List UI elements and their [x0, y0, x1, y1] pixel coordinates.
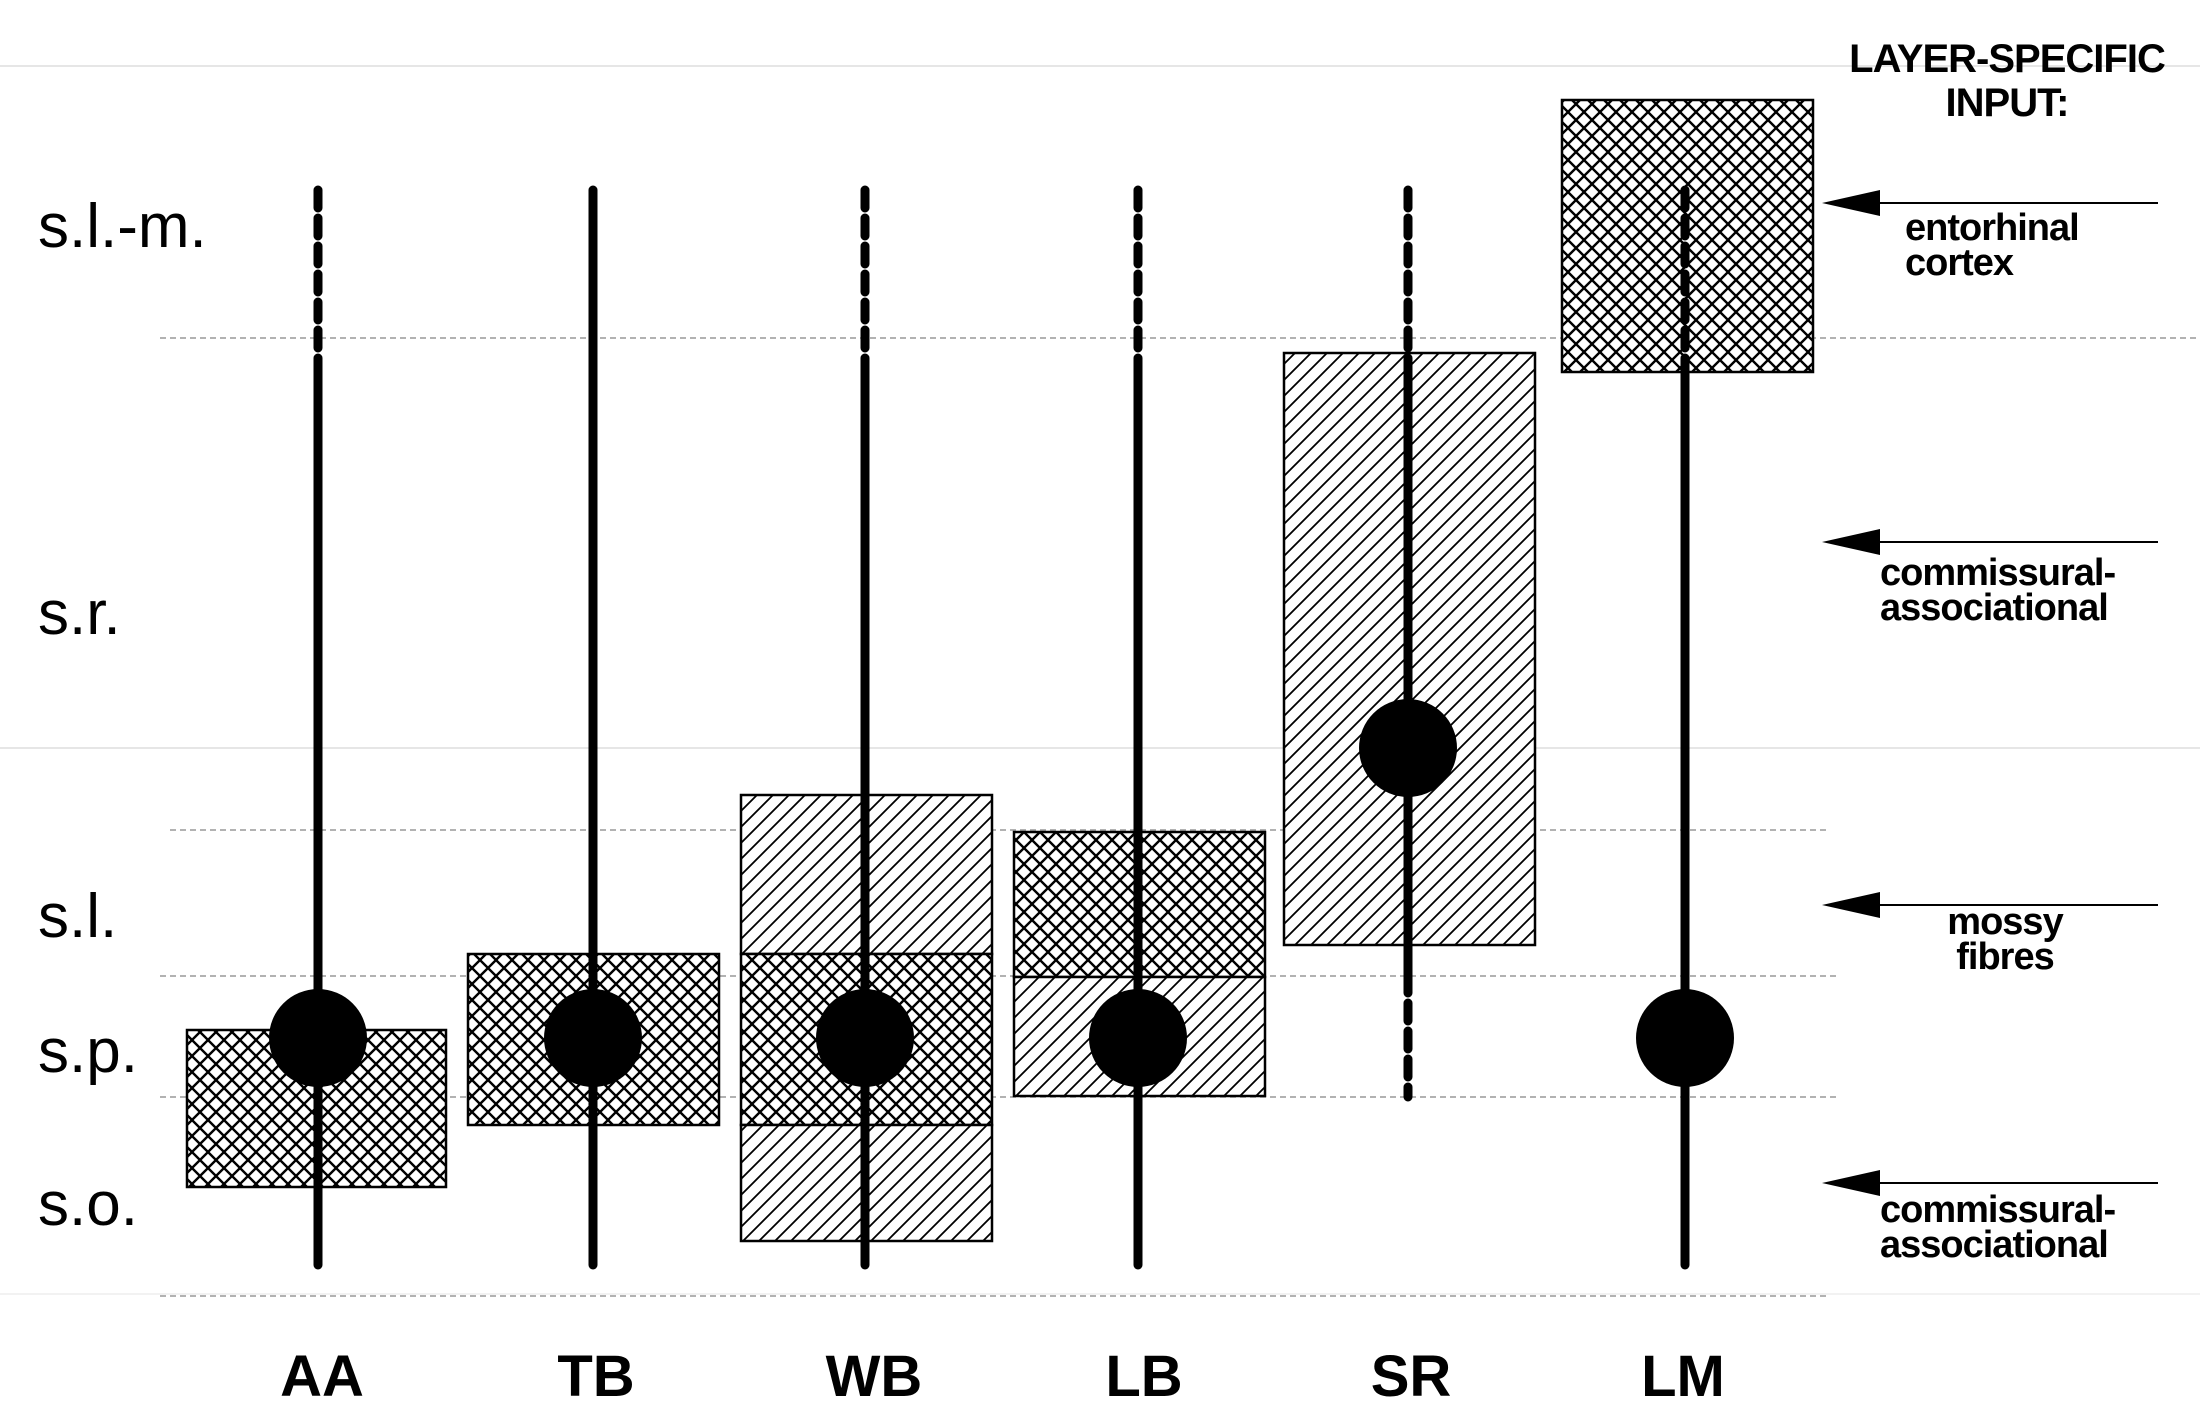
cell-label-aa: AA [280, 1344, 364, 1409]
input-arrow-commissural-upper [1822, 529, 2158, 555]
input-label-commissural-lower-1: commissural- [1880, 1189, 2115, 1231]
layer-label-sp: s.p. [38, 1017, 138, 1086]
input-arrow-mossy [1822, 892, 2158, 918]
input-title-line-1: LAYER-SPECIFIC [1849, 37, 2165, 81]
layer-boundaries [0, 65, 2200, 1297]
cell-label-lb: LB [1105, 1344, 1182, 1409]
arrow-head [1822, 1170, 1880, 1196]
sr-soma [1359, 699, 1457, 797]
input-label-entorhinal-2: cortex [1905, 242, 2014, 284]
cell-type-labels: AA TB WB LB SR LM [280, 1344, 1725, 1409]
input-label-mossy-2: fibres [1956, 936, 2053, 978]
tb-soma [544, 989, 642, 1087]
input-label-commissural-upper-2: associational [1880, 587, 2108, 629]
layer-label-sr: s.r. [38, 579, 121, 648]
cell-label-sr: SR [1371, 1344, 1452, 1409]
lm-soma [1636, 989, 1734, 1087]
input-boxes [185, 98, 1815, 1243]
cell-label-lm: LM [1641, 1344, 1725, 1409]
input-legend: LAYER-SPECIFIC INPUT: entorhinal cortex … [1822, 37, 2166, 1266]
arrow-head [1822, 892, 1880, 918]
input-label-mossy-1: mossy [1947, 901, 2063, 943]
cell-label-tb: TB [557, 1344, 634, 1409]
arrow-head [1822, 190, 1880, 216]
arrow-head [1822, 529, 1880, 555]
wb-soma [816, 989, 914, 1087]
input-title-line-2: INPUT: [1946, 81, 2069, 125]
cell-label-wb: WB [826, 1344, 923, 1409]
lb-soma [1089, 989, 1187, 1087]
layer-label-so: s.o. [38, 1170, 138, 1239]
input-arrow-entorhinal [1822, 190, 2158, 216]
input-label-commissural-lower-2: associational [1880, 1224, 2108, 1266]
layer-label-slm: s.l.-m. [38, 192, 207, 261]
layer-labels: s.l.-m. s.r. s.l. s.p. s.o. [38, 192, 207, 1239]
somata [269, 699, 1734, 1087]
aa-soma [269, 989, 367, 1087]
layer-label-sl: s.l. [38, 882, 117, 951]
input-label-entorhinal-1: entorhinal [1905, 207, 2079, 249]
input-arrow-commissural-lower [1822, 1170, 2158, 1196]
input-label-commissural-upper-1: commissural- [1880, 552, 2115, 594]
